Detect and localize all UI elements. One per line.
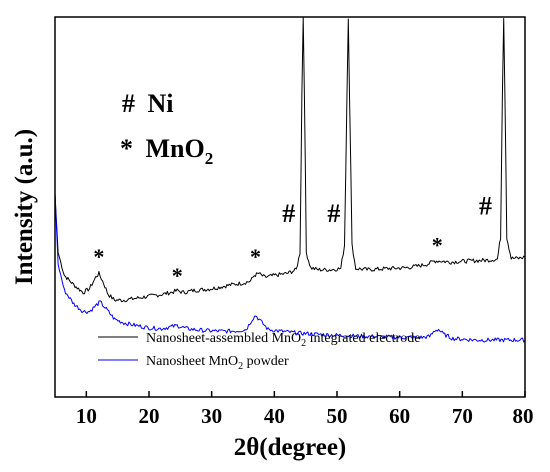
series-legend: Nanosheet-assembled MnO2 integrated elec… [98, 331, 420, 372]
x-tick-label-80: 80 [513, 404, 534, 428]
phase-legend-ni-symbol: # [122, 89, 135, 118]
peak-marker-5: * [432, 233, 443, 258]
x-tick-label-40: 40 [264, 404, 285, 428]
x-tick-label-70: 70 [452, 404, 473, 428]
peak-markers: * * * # # * # [93, 192, 492, 288]
legend-label-electrode: Nanosheet-assembled MnO2 integrated elec… [146, 331, 420, 349]
peak-marker-3: # [282, 199, 295, 228]
phase-legend-ni-label: Ni [148, 89, 174, 118]
series-line-electrode [55, 17, 525, 303]
peak-marker-4: # [327, 199, 340, 228]
x-tick-label-60: 60 [389, 404, 410, 428]
x-tick-label-30: 30 [201, 404, 222, 428]
phase-legend: # Ni * MnO2 [120, 89, 213, 168]
phase-legend-mno2: * MnO2 [120, 134, 213, 168]
y-axis-title: Intensity (a.u.) [11, 129, 38, 285]
x-tick-label-50: 50 [327, 404, 348, 428]
peak-marker-1: * [172, 263, 183, 288]
peak-marker-6: # [479, 192, 492, 221]
x-tick-label-10: 10 [76, 404, 97, 428]
legend-label-powder-sub: 2 [238, 361, 243, 372]
legend-label-powder: Nanosheet MnO2 powder [146, 354, 289, 372]
plot-frame [54, 16, 526, 398]
x-tick-label-20: 20 [139, 404, 160, 428]
phase-legend-ni: # Ni [122, 89, 174, 118]
series-line-powder [55, 193, 525, 343]
series-layer [55, 17, 525, 343]
x-axis-title: 2θ(degree) [234, 434, 347, 461]
legend-label-electrode-prefix: Nanosheet-assembled MnO [146, 331, 301, 346]
x-axis-ticks: 10 20 30 40 50 60 70 80 [76, 391, 534, 428]
legend-label-electrode-suffix: integrated electrode [306, 331, 420, 346]
phase-legend-mno2-subscript: 2 [205, 149, 214, 168]
phase-legend-mno2-symbol: * [120, 134, 133, 163]
legend-label-powder-suffix: powder [243, 354, 289, 369]
phase-legend-mno2-label: MnO [146, 134, 205, 163]
legend-label-electrode-sub: 2 [301, 338, 306, 349]
legend-label-powder-prefix: Nanosheet MnO [146, 354, 238, 369]
peak-marker-2: * [250, 244, 261, 269]
peak-marker-0: * [93, 244, 104, 269]
